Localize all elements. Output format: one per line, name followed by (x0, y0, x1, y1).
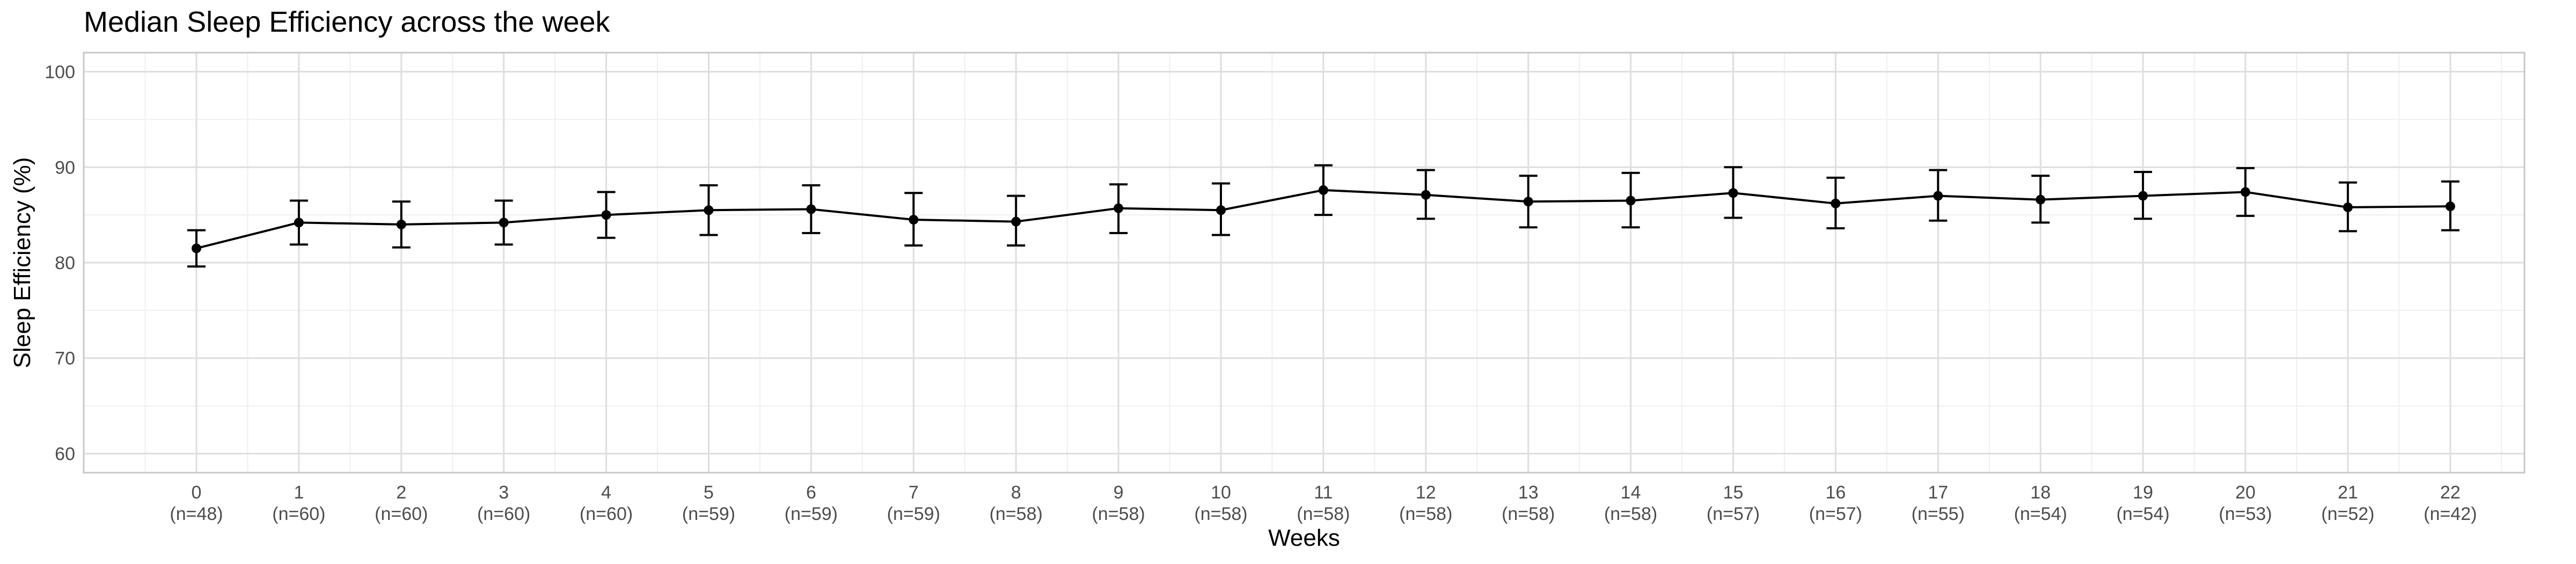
x-tick-label: 3 (499, 482, 509, 503)
y-tick-label: 80 (55, 253, 75, 273)
data-point (1421, 190, 1431, 200)
errorbar-layer (187, 164, 2460, 268)
data-point (1318, 185, 1328, 195)
data-point (499, 218, 509, 228)
data-point (1216, 205, 1226, 215)
y-tick-label: 70 (55, 349, 75, 369)
x-tick-n-label: (n=42) (2424, 504, 2477, 524)
x-tick-n-label: (n=57) (1809, 504, 1862, 524)
x-tick-labels: 0(n=48)1(n=60)2(n=60)3(n=60)4(n=60)5(n=5… (170, 482, 2477, 524)
y-axis-title: Sleep Efficiency (%) (9, 157, 35, 368)
x-tick-label: 12 (1416, 482, 1436, 503)
x-tick-n-label: (n=59) (682, 504, 735, 524)
data-point (1523, 197, 1533, 207)
x-tick-n-label: (n=58) (1297, 504, 1350, 524)
x-tick-n-label: (n=60) (477, 504, 530, 524)
x-tick-label: 11 (1314, 482, 1333, 503)
x-tick-n-label: (n=58) (1399, 504, 1452, 524)
data-point (601, 210, 611, 220)
data-point (1011, 216, 1021, 227)
x-tick-label: 5 (704, 482, 714, 503)
x-tick-label: 13 (1518, 482, 1539, 503)
y-tick-label: 90 (55, 157, 75, 178)
data-point (1626, 196, 1636, 206)
x-tick-label: 10 (1211, 482, 1231, 503)
x-tick-n-label: (n=58) (1604, 504, 1657, 524)
x-tick-n-label: (n=58) (990, 504, 1043, 524)
x-tick-label: 19 (2133, 482, 2153, 503)
y-tick-label: 60 (55, 444, 75, 464)
grid-layer (84, 53, 2524, 473)
x-tick-n-label: (n=48) (170, 504, 223, 524)
x-tick-n-label: (n=58) (1194, 504, 1247, 524)
x-tick-n-label: (n=60) (272, 504, 325, 524)
x-axis-title: Weeks (1268, 525, 1340, 551)
data-point (1728, 188, 1738, 198)
x-tick-label: 21 (2338, 482, 2358, 503)
point-layer (192, 185, 2455, 254)
x-tick-label: 14 (1621, 482, 1641, 503)
data-point (2241, 187, 2250, 197)
x-tick-n-label: (n=52) (2321, 504, 2374, 524)
x-tick-n-label: (n=60) (580, 504, 633, 524)
data-point (192, 243, 201, 254)
x-tick-label: 15 (1723, 482, 1744, 503)
data-point (704, 205, 714, 215)
data-point (294, 218, 304, 228)
x-tick-label: 17 (1928, 482, 1948, 503)
x-tick-label: 0 (192, 482, 202, 503)
data-point (1933, 191, 1943, 201)
x-tick-label: 9 (1114, 482, 1124, 503)
x-tick-n-label: (n=58) (1502, 504, 1555, 524)
x-tick-label: 20 (2235, 482, 2256, 503)
x-tick-label: 2 (396, 482, 406, 503)
y-tick-label: 100 (45, 62, 75, 83)
x-tick-n-label: (n=60) (375, 504, 428, 524)
x-tick-label: 22 (2440, 482, 2461, 503)
x-tick-n-label: (n=59) (785, 504, 838, 524)
data-point (2138, 191, 2148, 201)
data-point (2343, 202, 2353, 212)
data-point (909, 215, 919, 225)
x-tick-n-label: (n=58) (1092, 504, 1145, 524)
x-tick-n-label: (n=59) (887, 504, 940, 524)
data-point (396, 219, 406, 229)
x-tick-label: 16 (1825, 482, 1846, 503)
x-tick-label: 18 (2030, 482, 2051, 503)
panel-border (83, 52, 2526, 474)
chart-title: Median Sleep Efficiency across the week (84, 6, 610, 38)
x-tick-n-label: (n=54) (2116, 504, 2169, 524)
x-tick-n-label: (n=54) (2014, 504, 2067, 524)
y-tick-labels: 60 70 80 90 100 (45, 62, 75, 465)
data-point (1831, 198, 1841, 208)
data-point (806, 204, 816, 214)
x-tick-n-label: (n=55) (1912, 504, 1965, 524)
data-point (2445, 201, 2455, 212)
data-point (2036, 194, 2046, 205)
x-tick-label: 4 (601, 482, 611, 503)
x-tick-label: 1 (294, 482, 304, 503)
x-tick-label: 8 (1011, 482, 1021, 503)
data-point (1114, 203, 1124, 213)
x-tick-label: 7 (909, 482, 919, 503)
x-tick-n-label: (n=57) (1707, 504, 1760, 524)
x-tick-n-label: (n=53) (2219, 504, 2272, 524)
x-tick-label: 6 (806, 482, 816, 503)
